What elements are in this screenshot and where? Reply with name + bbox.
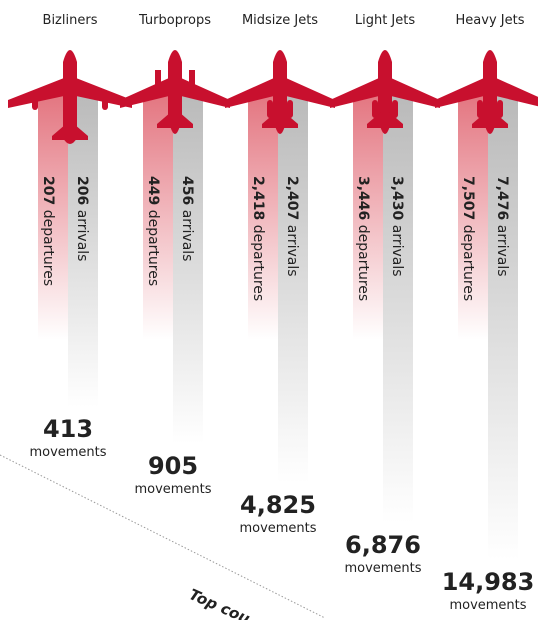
departures-label: 7,507 departures: [460, 176, 476, 301]
movements-word: movements: [134, 482, 211, 497]
arrivals-word: arrivals: [179, 210, 195, 262]
arrival-streak: [383, 90, 413, 523]
movements-word: movements: [344, 561, 421, 576]
movements-value: 4,825: [240, 491, 316, 519]
departures-label: 2,418 departures: [250, 176, 266, 301]
departures-value: 2,418: [250, 176, 266, 220]
arrival-streak: [173, 90, 203, 444]
movements-word: movements: [29, 445, 106, 460]
fuselage: [63, 50, 77, 144]
arrivals-label: 3,430 arrivals: [389, 176, 405, 277]
arrivals-label: 456 arrivals: [179, 176, 195, 261]
engine: [372, 100, 378, 118]
tail: [262, 112, 298, 128]
plane-icon: [435, 50, 538, 134]
wing: [330, 78, 440, 108]
column-name: Bizliners: [43, 13, 98, 28]
engine: [497, 100, 503, 118]
plane-icon: [8, 50, 132, 144]
departures-label: 3,446 departures: [355, 176, 371, 301]
departures-label: 449 departures: [145, 176, 161, 286]
divider: [0, 454, 326, 619]
departures-word: departures: [145, 210, 161, 286]
movements-value: 6,876: [345, 531, 421, 559]
arrivals-word: arrivals: [494, 225, 510, 277]
arrivals-word: arrivals: [284, 225, 300, 277]
engine: [287, 100, 293, 118]
engine: [102, 94, 108, 110]
arrival-streak: [278, 90, 308, 483]
arrivals-value: 206: [74, 176, 90, 205]
arrivals-value: 456: [179, 176, 195, 205]
engine: [392, 100, 398, 118]
column-name: Light Jets: [355, 13, 416, 28]
wing: [225, 78, 335, 108]
departures-word: departures: [250, 225, 266, 301]
departures-label: 207 departures: [40, 176, 56, 286]
arrivals-value: 7,476: [494, 176, 510, 220]
column-name: Turboprops: [138, 13, 211, 28]
arrivals-label: 2,407 arrivals: [284, 176, 300, 277]
movements-value: 14,983: [442, 568, 535, 596]
movements-word: movements: [449, 598, 526, 613]
arrivals-value: 2,407: [284, 176, 300, 220]
departure-streak: [143, 90, 173, 340]
plane-icon: [225, 50, 335, 134]
arrivals-word: arrivals: [389, 225, 405, 277]
footer-title: Top cou: [186, 585, 252, 620]
departures-word: departures: [355, 225, 371, 301]
arrivals-word: arrivals: [74, 210, 90, 262]
departure-streak: [248, 90, 278, 340]
engine: [267, 100, 273, 118]
departures-value: 3,446: [355, 176, 371, 220]
wing: [435, 78, 538, 108]
departures-word: departures: [40, 210, 56, 286]
wing: [120, 78, 230, 108]
column-name: Midsize Jets: [242, 13, 318, 28]
movements-value: 413: [43, 415, 93, 443]
movements-word: movements: [239, 521, 316, 536]
plane-icon: [330, 50, 440, 134]
departures-value: 207: [40, 176, 56, 205]
arrivals-label: 7,476 arrivals: [494, 176, 510, 277]
engine: [189, 70, 195, 92]
departure-streak: [458, 90, 488, 340]
arrivals-value: 3,430: [389, 176, 405, 221]
engine: [32, 94, 38, 110]
departure-streak: [353, 90, 383, 340]
departures-word: departures: [460, 225, 476, 301]
tail: [472, 112, 508, 128]
wing: [8, 78, 132, 108]
engine: [477, 100, 483, 118]
arrivals-label: 206 arrivals: [74, 176, 90, 261]
departures-value: 449: [145, 176, 161, 205]
engine: [155, 70, 161, 92]
tail: [52, 124, 88, 140]
plane-icon: [120, 50, 230, 134]
column-name: Heavy Jets: [456, 13, 525, 28]
tail: [367, 112, 403, 128]
arrival-streak: [488, 90, 518, 560]
departures-value: 7,507: [460, 176, 476, 220]
tail: [157, 112, 193, 128]
movements-value: 905: [148, 452, 198, 480]
